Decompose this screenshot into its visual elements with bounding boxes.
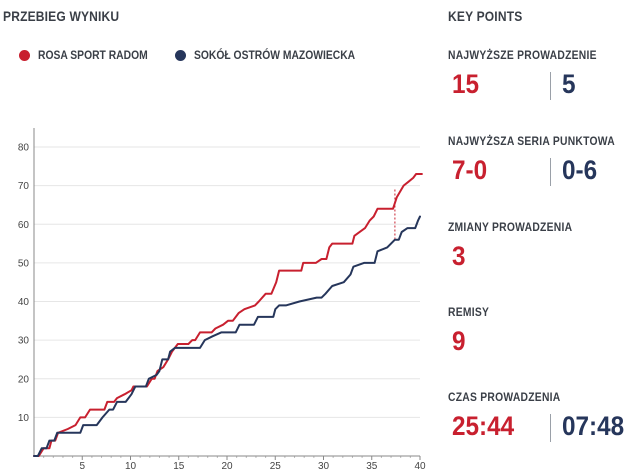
chart-axes (33, 128, 421, 460)
key-point-label: REMISY (448, 305, 490, 319)
key-point-away-value: 0-6 (562, 155, 598, 185)
x-tick-label: 40 (414, 461, 426, 472)
key-point-away-value: 5 (562, 69, 576, 99)
series-line-rosa-sport-radom (33, 173, 423, 457)
chart-series (33, 173, 423, 457)
x-tick-label: 5 (79, 461, 85, 472)
y-tick-label: 80 (18, 143, 30, 154)
key-points-title: KEY POINTS (448, 8, 523, 24)
key-point-home-value: 7-0 (452, 155, 488, 185)
x-tick-label: 20 (221, 461, 233, 472)
key-point-label: ZMIANY PROWADZENIA (448, 220, 573, 234)
x-tick-label: 25 (270, 461, 282, 472)
legend-dot-rosa-icon (19, 50, 30, 61)
y-tick-label: 10 (18, 413, 30, 424)
chart-grid (34, 146, 420, 418)
legend-label: ROSA SPORT RADOM (38, 48, 148, 62)
key-point-home-value: 15 (452, 69, 480, 99)
x-tick-label: 10 (125, 461, 137, 472)
y-tick-label: 30 (18, 336, 30, 347)
key-point-label: CZAS PROWADZENIA (448, 390, 561, 404)
key-point-divider (550, 158, 551, 186)
series-line-sokol-ostrow-mazowiecka (33, 215, 421, 457)
y-tick-label: 60 (18, 220, 30, 231)
chart-title: PRZEBIEG WYNIKU (3, 8, 120, 24)
key-point-away-value: 07:48 (562, 411, 625, 441)
score-progression-chart: 10 20 30 40 50 60 70 80 5 10 15 20 25 30 35 40 (18, 128, 426, 473)
x-tick-label: 15 (173, 461, 185, 472)
y-tick-label: 40 (18, 297, 30, 308)
y-tick-label: 70 (18, 181, 30, 192)
y-tick-label: 50 (18, 258, 30, 269)
key-point-home-value: 25:44 (452, 411, 515, 441)
key-point-divider (550, 72, 551, 100)
key-point-divider (550, 414, 551, 442)
x-tick-label: 35 (366, 461, 378, 472)
legend-dot-sokol-icon (175, 50, 186, 61)
key-point-value: 9 (452, 326, 466, 356)
key-point-label: NAJWYŻSZE PROWADZENIE (448, 48, 597, 62)
key-point-value: 3 (452, 241, 466, 271)
y-tick-label: 20 (18, 374, 30, 385)
key-point-label: NAJWYŻSZA SERIA PUNKTOWA (448, 134, 615, 148)
legend-label: SOKÓŁ OSTRÓW MAZOWIECKA (194, 48, 356, 62)
chart-tick-labels: 10 20 30 40 50 60 70 80 5 10 15 20 25 30 35 40 (18, 143, 426, 473)
x-tick-label: 30 (318, 461, 330, 472)
